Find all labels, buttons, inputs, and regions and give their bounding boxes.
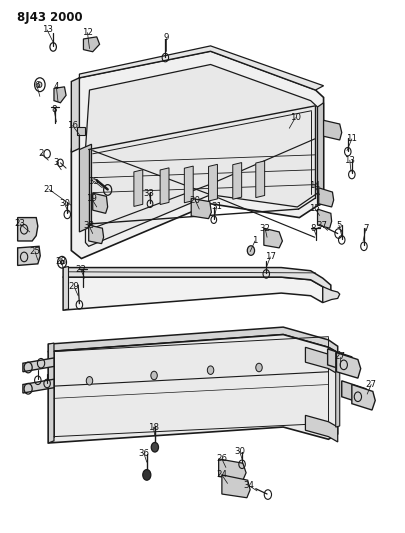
Text: 27: 27	[334, 352, 345, 361]
Text: 14: 14	[309, 181, 320, 190]
Text: 38: 38	[83, 221, 94, 230]
Polygon shape	[323, 287, 340, 303]
Polygon shape	[23, 358, 54, 372]
Text: 17: 17	[265, 253, 276, 261]
Polygon shape	[134, 169, 143, 206]
Polygon shape	[83, 37, 100, 52]
Polygon shape	[18, 246, 40, 265]
Text: 27: 27	[366, 380, 377, 389]
Text: 24: 24	[216, 471, 227, 479]
Text: 26: 26	[216, 455, 227, 463]
Polygon shape	[184, 166, 193, 203]
Text: 19: 19	[86, 194, 97, 203]
Polygon shape	[48, 335, 338, 443]
Text: 32: 32	[260, 224, 271, 233]
Polygon shape	[305, 348, 338, 374]
Circle shape	[256, 364, 262, 372]
Polygon shape	[85, 64, 318, 246]
Polygon shape	[305, 415, 338, 442]
Text: 11: 11	[346, 134, 357, 143]
Text: 33: 33	[144, 189, 155, 198]
Text: 13: 13	[42, 26, 53, 35]
Polygon shape	[54, 87, 66, 103]
Circle shape	[143, 470, 151, 480]
Polygon shape	[318, 209, 332, 228]
Text: 6: 6	[34, 81, 40, 90]
Text: 34: 34	[243, 481, 254, 490]
Text: 31: 31	[211, 203, 222, 212]
Text: 10: 10	[290, 113, 301, 122]
Polygon shape	[328, 349, 354, 373]
Polygon shape	[264, 228, 282, 248]
Text: 20: 20	[190, 196, 201, 205]
Polygon shape	[48, 343, 54, 443]
Text: 18: 18	[148, 423, 159, 432]
Text: 8: 8	[51, 105, 57, 114]
Polygon shape	[79, 46, 324, 90]
Polygon shape	[219, 459, 246, 480]
Circle shape	[247, 246, 255, 255]
Text: 12: 12	[82, 28, 93, 37]
Text: 7: 7	[363, 224, 369, 233]
Circle shape	[38, 82, 42, 87]
Text: 25: 25	[30, 247, 40, 256]
Text: 16: 16	[67, 121, 78, 130]
Text: 23: 23	[15, 220, 26, 229]
Polygon shape	[233, 163, 242, 199]
Text: 5: 5	[336, 221, 342, 230]
Polygon shape	[63, 268, 331, 293]
Text: 35: 35	[89, 177, 100, 186]
Polygon shape	[71, 51, 324, 259]
Polygon shape	[319, 188, 334, 207]
Polygon shape	[71, 78, 79, 152]
Polygon shape	[18, 217, 38, 241]
Polygon shape	[79, 144, 92, 232]
Text: 15: 15	[309, 204, 320, 213]
Polygon shape	[23, 379, 54, 393]
Circle shape	[151, 371, 157, 379]
Text: 29: 29	[69, 282, 80, 291]
Text: 8J43 2000: 8J43 2000	[17, 11, 83, 24]
Text: 36: 36	[139, 449, 149, 458]
Text: 37: 37	[316, 221, 327, 230]
Circle shape	[86, 376, 93, 385]
Text: 28: 28	[55, 257, 66, 265]
Polygon shape	[324, 120, 342, 140]
Text: 13: 13	[344, 156, 355, 165]
Text: 8: 8	[311, 224, 316, 233]
Circle shape	[207, 366, 214, 374]
Polygon shape	[318, 103, 324, 205]
Polygon shape	[256, 161, 264, 198]
Polygon shape	[63, 277, 323, 310]
Circle shape	[60, 260, 64, 264]
Polygon shape	[342, 381, 368, 405]
Text: 21: 21	[44, 185, 55, 194]
Polygon shape	[336, 352, 340, 427]
Text: 2: 2	[38, 149, 44, 158]
Text: 4: 4	[53, 82, 59, 91]
Polygon shape	[48, 327, 338, 353]
Text: 30: 30	[234, 447, 245, 456]
Polygon shape	[337, 353, 361, 378]
Polygon shape	[352, 384, 375, 410]
Polygon shape	[63, 266, 68, 310]
Text: 3: 3	[53, 158, 59, 167]
Circle shape	[151, 442, 158, 452]
Polygon shape	[93, 193, 108, 213]
Text: 22: 22	[75, 265, 86, 273]
Polygon shape	[209, 164, 217, 201]
Text: 1: 1	[252, 237, 258, 246]
Polygon shape	[160, 168, 169, 205]
Polygon shape	[222, 475, 250, 498]
Text: 9: 9	[164, 34, 169, 43]
Polygon shape	[89, 225, 104, 244]
Polygon shape	[77, 127, 85, 135]
Text: 30: 30	[59, 199, 70, 208]
Polygon shape	[191, 198, 211, 219]
